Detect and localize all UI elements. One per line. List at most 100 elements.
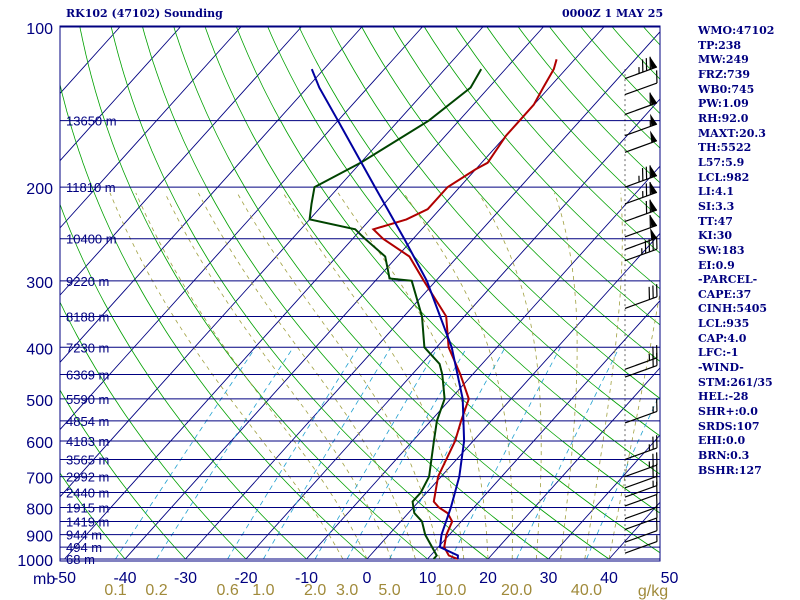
wind-barb — [624, 435, 658, 461]
mixing-ratio-tick-label: 1.0 — [252, 582, 274, 599]
height-label: 1915 m — [66, 500, 109, 515]
isotherm-line — [306, 165, 660, 560]
wind-barb — [624, 130, 658, 153]
dry-adiabat-line — [142, 26, 549, 560]
height-label: 9220 m — [66, 274, 109, 289]
pressure-tick-label: 900 — [26, 529, 53, 546]
temperature-tick-label: -50 — [53, 570, 76, 587]
wind-barb-shaft — [624, 506, 658, 520]
height-label: 8188 m — [66, 309, 109, 324]
height-label: 11810 m — [66, 180, 116, 195]
index-item: -PARCEL- — [698, 273, 758, 287]
height-label: 2992 m — [66, 470, 109, 485]
dewpoint-trace — [308, 68, 483, 560]
parcel-trace — [310, 68, 466, 560]
wind-barb-shaft — [624, 123, 658, 137]
wind-barb-shaft — [624, 248, 658, 262]
dry-adiabat-line — [486, 26, 660, 219]
wind-barb — [624, 70, 658, 96]
height-label: 1419 m — [66, 515, 109, 530]
mixing-ratio-line — [314, 347, 439, 560]
chart-background-lines — [60, 26, 660, 560]
index-item: CAP:4.0 — [698, 331, 747, 345]
wind-barb-shaft — [624, 364, 658, 378]
date-time-label: 0000Z 1 MAY 25 — [562, 7, 664, 20]
pressure-tick-label: 1000 — [17, 553, 53, 570]
index-item: LFC:-1 — [698, 346, 739, 360]
wind-barb — [624, 113, 658, 137]
index-item: -WIND- — [698, 361, 744, 375]
dry-adiabat-line — [60, 301, 247, 560]
index-item: L57:5.9 — [698, 155, 745, 169]
isotherm-line — [64, 26, 544, 560]
temperature-tick-label: -10 — [295, 570, 318, 587]
mixing-ratio-line — [156, 347, 294, 560]
wind-barb-flag — [650, 199, 657, 212]
moist-adiabat-line — [236, 192, 440, 560]
wind-barb-shaft — [624, 530, 658, 543]
height-label: 13650 m — [66, 114, 117, 129]
moist-adiabat-line — [403, 192, 513, 559]
wind-barb-shaft — [624, 464, 658, 478]
index-item: TH:5522 — [698, 141, 752, 155]
dry-adiabat-line — [204, 26, 660, 554]
wind-barb — [624, 398, 658, 424]
index-item: PW:1.09 — [698, 97, 749, 111]
index-item: KI:30 — [698, 229, 733, 243]
wind-barb — [624, 481, 658, 507]
dry-adiabat-line — [236, 26, 660, 514]
wind-barb-shaft — [624, 541, 658, 554]
plot-frame — [59, 25, 661, 562]
index-item: LCL:935 — [698, 317, 750, 331]
height-label: 3565 m — [66, 453, 109, 468]
dry-adiabat-line — [517, 26, 660, 184]
wind-barb — [624, 215, 658, 238]
wind-barb — [624, 505, 658, 531]
temperature-tick-label: -30 — [174, 570, 197, 587]
moist-adiabat-line — [608, 290, 660, 560]
dry-adiabat-line — [60, 203, 307, 560]
wind-barb — [624, 56, 658, 80]
pressure-unit-label: mb — [33, 571, 55, 588]
temperature-tick-label: 10 — [419, 570, 437, 587]
wind-barb-shaft — [624, 224, 658, 238]
mixing-ratio-line — [389, 347, 506, 560]
isotherm-line — [548, 434, 660, 560]
dry-adiabat-line — [60, 82, 368, 560]
height-label: 5590 m — [66, 392, 109, 407]
wind-barb-shaft — [624, 517, 658, 531]
pressure-tick-label: 700 — [26, 471, 53, 488]
height-label: 2440 m — [66, 486, 109, 501]
wind-barb-flag — [650, 92, 657, 105]
wind-barb-shaft — [624, 296, 658, 309]
pressure-tick-label: 600 — [26, 435, 53, 452]
wind-barb-flag — [650, 215, 657, 228]
isotherm-line — [60, 26, 363, 364]
wind-barb-shaft — [624, 140, 658, 153]
wind-barb-flag — [650, 227, 657, 241]
index-item: TP:238 — [698, 38, 742, 52]
wind-barb — [624, 165, 658, 188]
index-item: WB0:745 — [698, 82, 755, 96]
mixing-ratio-tick-label: 40.0 — [571, 582, 602, 599]
index-item: TT:47 — [698, 214, 733, 228]
temperature-tick-label: 0 — [363, 570, 372, 587]
index-item: EHI:0.0 — [698, 434, 746, 448]
pressure-tick-label: 500 — [26, 393, 53, 410]
isotherm-line — [487, 367, 660, 560]
dry-adiabat-line — [267, 26, 660, 475]
mixing-ratio-line — [516, 347, 620, 560]
moist-adiabat-line — [584, 192, 623, 560]
pressure-tick-label: 400 — [26, 341, 53, 358]
indices-panel: WMO:47102 TP:238 MW:249 FRZ:739 WB0:745 PW:1.… — [698, 24, 798, 478]
isotherm-line — [60, 26, 484, 498]
index-item: LI:4.1 — [698, 185, 735, 199]
wind-barb — [624, 345, 658, 370]
moist-adiabat-line — [109, 192, 344, 560]
pressure-tick-label: 300 — [26, 275, 53, 292]
temperature-tick-label: -40 — [113, 570, 136, 587]
moist-adiabat-line — [554, 192, 578, 560]
wind-barb-flag — [650, 113, 657, 127]
moist-adiabat-line — [282, 192, 465, 560]
index-item: BRN:0.3 — [698, 449, 750, 463]
